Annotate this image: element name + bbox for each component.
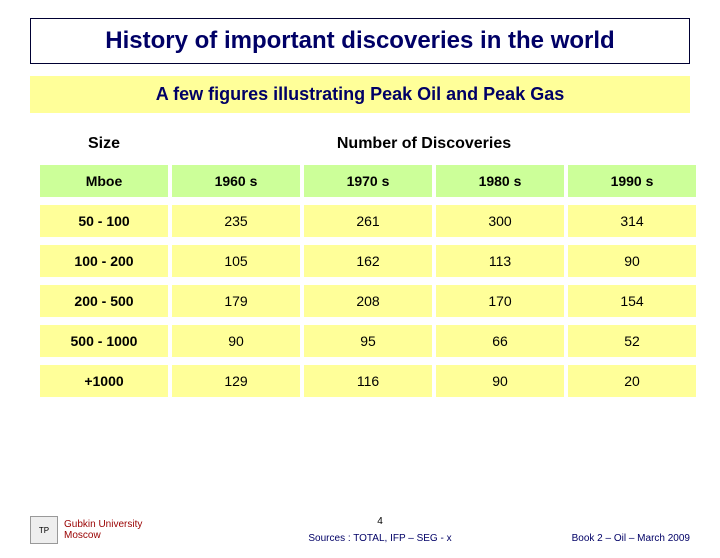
subheader-cell: 1980 s — [436, 165, 564, 197]
subheader-cell: Mboe — [40, 165, 168, 197]
subheader-cell: 1990 s — [568, 165, 696, 197]
book-reference: Book 2 – Oil – March 2009 — [572, 533, 690, 544]
cell: 52 — [568, 325, 696, 357]
cell: 116 — [304, 365, 432, 397]
cell: 90 — [436, 365, 564, 397]
subtitle: A few figures illustrating Peak Oil and … — [30, 76, 690, 113]
cell-size: 500 - 1000 — [40, 325, 168, 357]
cell: 300 — [436, 205, 564, 237]
cell: 261 — [304, 205, 432, 237]
cell: 129 — [172, 365, 300, 397]
cell: 113 — [436, 245, 564, 277]
page-title: History of important discoveries in the … — [43, 27, 677, 55]
cell-size: 100 - 200 — [40, 245, 168, 277]
cell: 105 — [172, 245, 300, 277]
table-row: 50 - 100 235 261 300 314 — [40, 205, 680, 237]
university-line2: Moscow — [64, 530, 142, 541]
table-row: 100 - 200 105 162 113 90 — [40, 245, 680, 277]
table-row: 500 - 1000 90 95 66 52 — [40, 325, 680, 357]
cell: 90 — [568, 245, 696, 277]
subheader-cell: 1970 s — [304, 165, 432, 197]
subheader-cell: 1960 s — [172, 165, 300, 197]
page-number: 4 — [230, 516, 530, 527]
cell: 90 — [172, 325, 300, 357]
university-line1: Gubkin University — [64, 519, 142, 530]
header-size: Size — [40, 131, 168, 157]
table-row: 200 - 500 179 208 170 154 — [40, 285, 680, 317]
sources-label: Sources : TOTAL, IFP – SEG - x — [230, 533, 530, 544]
discoveries-table: Size Number of Discoveries Mboe 1960 s 1… — [40, 131, 680, 397]
cell: 208 — [304, 285, 432, 317]
cell: 162 — [304, 245, 432, 277]
cell: 170 — [436, 285, 564, 317]
cell: 179 — [172, 285, 300, 317]
cell: 66 — [436, 325, 564, 357]
table-subheader-row: Mboe 1960 s 1970 s 1980 s 1990 s — [40, 165, 680, 197]
cell-size: 200 - 500 — [40, 285, 168, 317]
cell: 95 — [304, 325, 432, 357]
footer-right: Book 2 – Oil – March 2009 — [530, 533, 690, 544]
cell-size: 50 - 100 — [40, 205, 168, 237]
cell: 154 — [568, 285, 696, 317]
cell: 235 — [172, 205, 300, 237]
table-header-row: Size Number of Discoveries — [40, 131, 680, 157]
cell-size: +1000 — [40, 365, 168, 397]
cell: 314 — [568, 205, 696, 237]
university-label: Gubkin University Moscow — [64, 519, 142, 541]
header-number: Number of Discoveries — [168, 131, 680, 157]
cell: 20 — [568, 365, 696, 397]
table-row: +1000 129 116 90 20 — [40, 365, 680, 397]
title-box: History of important discoveries in the … — [30, 18, 690, 64]
